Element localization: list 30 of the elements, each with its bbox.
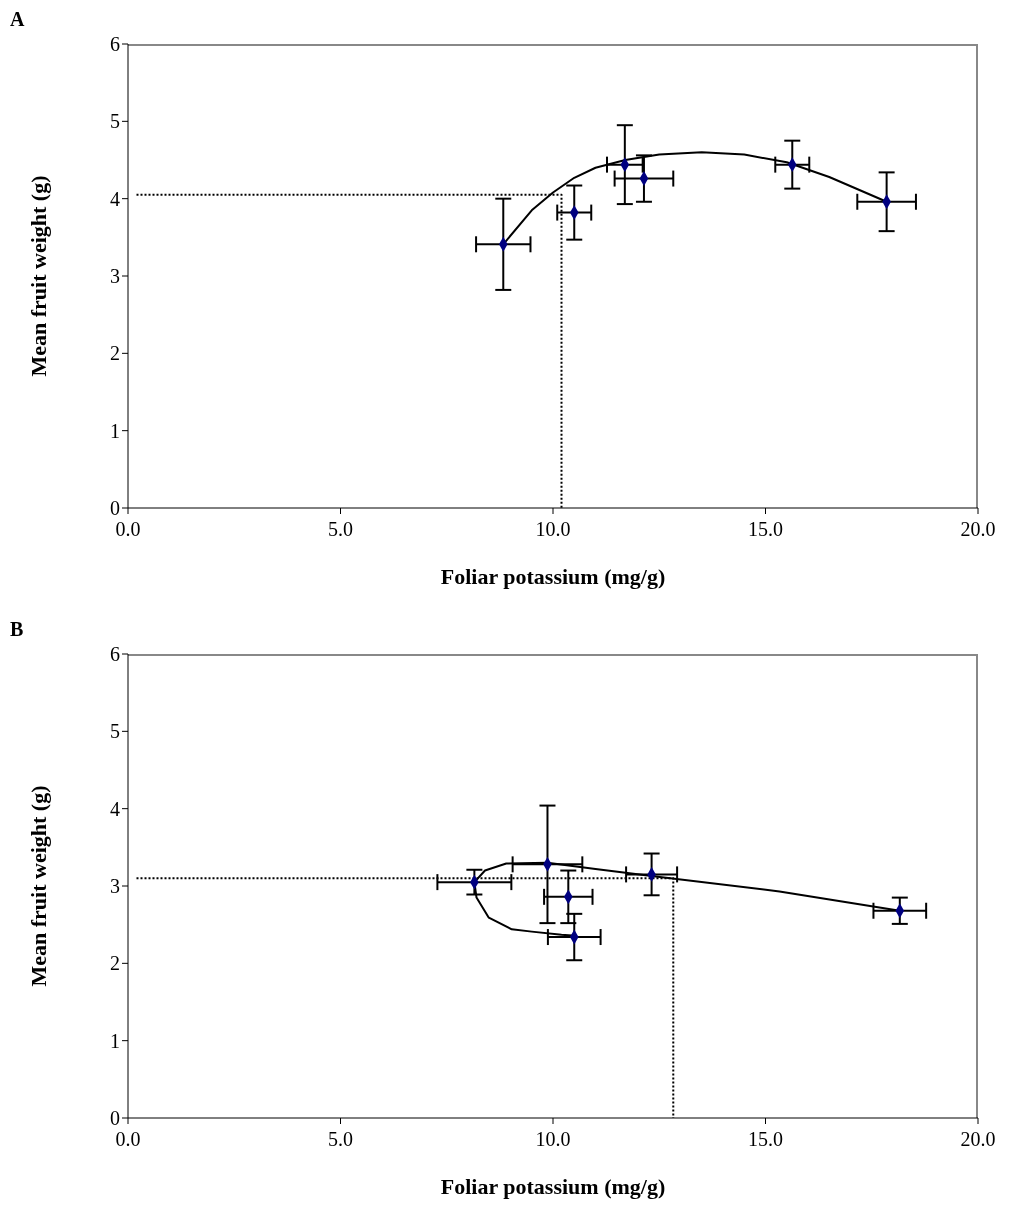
x-axis-title: Foliar potassium (mg/g): [440, 1174, 666, 1199]
y-tick-label: 4: [110, 187, 120, 210]
x-tick-label: 20.0: [960, 518, 996, 541]
x-tick-label: 20.0: [960, 1128, 996, 1151]
y-tick-label: 6: [110, 643, 120, 666]
y-axis-title: Mean fruit weight (g): [25, 785, 51, 987]
x-tick-label: 5.0: [328, 518, 353, 541]
chart-title: B: [10, 618, 24, 641]
y-tick-label: 1: [110, 419, 120, 442]
x-tick-label: 0.0: [115, 518, 141, 541]
y-tick-label: 2: [110, 342, 120, 365]
y-tick-label: 5: [110, 720, 120, 743]
x-tick-label: 5.0: [328, 1128, 353, 1151]
y-tick-label: 3: [110, 875, 120, 898]
y-tick-label: 6: [110, 33, 120, 56]
y-tick-label: 2: [110, 952, 120, 975]
x-tick-label: 10.0: [535, 1128, 571, 1151]
y-tick-label: 0: [110, 497, 120, 520]
chart-title: A: [10, 8, 25, 31]
y-tick-label: 3: [110, 265, 120, 288]
y-axis-title: Mean fruit weight (g): [25, 175, 51, 377]
x-tick-label: 0.0: [115, 1128, 141, 1151]
x-tick-label: 15.0: [748, 518, 783, 541]
x-tick-label: 15.0: [748, 1128, 783, 1151]
y-tick-label: 0: [110, 1107, 120, 1130]
x-tick-label: 10.0: [535, 518, 571, 541]
y-tick-label: 1: [110, 1029, 120, 1052]
y-tick-label: 5: [110, 110, 120, 133]
x-axis-title: Foliar potassium (mg/g): [440, 564, 666, 589]
y-tick-label: 4: [110, 797, 120, 820]
